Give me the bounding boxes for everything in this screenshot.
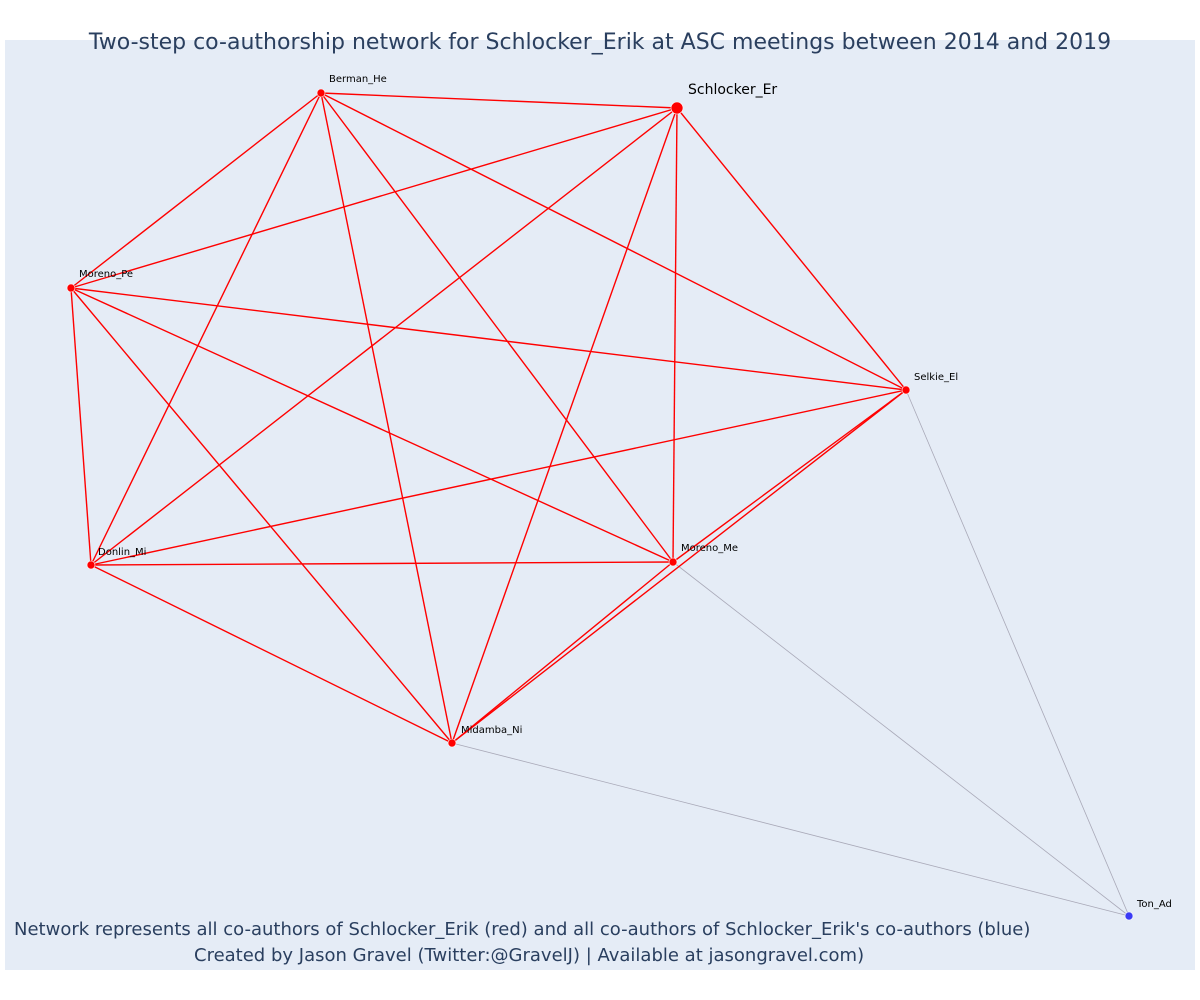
edge-Schlocker_Er-Donlin_Mi: [90, 107, 678, 566]
edge-Moreno_Pe-Selkie_El: [70, 287, 907, 391]
node-label-Selkie_El: Selkie_El: [914, 372, 958, 383]
labels-layer: Schlocker_Er Berman_He Moreno_Pe Selkie_El D…: [79, 74, 1172, 910]
plot-background: [5, 40, 1195, 970]
edge-Selkie_El-Ton_Ad: [905, 389, 1130, 917]
nodes-layer: [66, 88, 1134, 921]
edge-Berman_He-Donlin_Mi: [90, 92, 322, 566]
edges-layer: [70, 92, 1130, 917]
node-Berman_He[interactable]: [316, 88, 326, 98]
edge-Schlocker_Er-Selkie_El: [676, 107, 907, 391]
node-label-Moreno_Me: Moreno_Me: [681, 543, 738, 554]
node-Donlin_Mi[interactable]: [86, 560, 96, 570]
edge-Selkie_El-Donlin_Mi: [90, 389, 907, 566]
node-label-Berman_He: Berman_He: [329, 74, 387, 85]
edge-Schlocker_Er-Berman_He: [320, 92, 678, 109]
edge-Berman_He-Midamba_Ni: [320, 92, 453, 744]
footer-note: Network represents all co-authors of Sch…: [14, 919, 1031, 940]
node-label-Moreno_Pe: Moreno_Pe: [79, 269, 133, 280]
edge-Moreno_Pe-Moreno_Me: [70, 287, 674, 563]
footer-credit: Created by Jason Gravel (Twitter:@Gravel…: [194, 945, 865, 966]
node-Moreno_Me[interactable]: [668, 557, 678, 567]
edge-Schlocker_Er-Moreno_Pe: [70, 107, 678, 289]
edge-Midamba_Ni-Ton_Ad: [451, 742, 1130, 917]
edge-Moreno_Pe-Midamba_Ni: [70, 287, 453, 744]
edge-Berman_He-Selkie_El: [320, 92, 907, 391]
node-label-Donlin_Mi: Donlin_Mi: [98, 547, 146, 558]
node-Selkie_El[interactable]: [901, 385, 911, 395]
edge-Selkie_El-Moreno_Me: [672, 389, 907, 563]
edge-Moreno_Me-Ton_Ad: [672, 561, 1130, 917]
edge-Schlocker_Er-Midamba_Ni: [451, 107, 678, 744]
node-label-Midamba_Ni: Midamba_Ni: [461, 725, 522, 736]
node-label-Ton_Ad: Ton_Ad: [1136, 899, 1172, 910]
node-Ton_Ad[interactable]: [1124, 911, 1134, 921]
node-Midamba_Ni[interactable]: [447, 738, 457, 748]
edge-Donlin_Mi-Moreno_Me: [90, 561, 674, 566]
edge-Selkie_El-Midamba_Ni: [451, 389, 907, 744]
edge-Donlin_Mi-Midamba_Ni: [90, 564, 453, 744]
edge-Moreno_Me-Midamba_Ni: [451, 561, 674, 744]
node-Schlocker_Er[interactable]: [670, 101, 684, 115]
edge-Berman_He-Moreno_Me: [320, 92, 674, 563]
node-label-Schlocker_Er: Schlocker_Er: [688, 82, 777, 98]
chart-title: Two-step co-authorship network for Schlo…: [88, 30, 1112, 55]
edge-Berman_He-Moreno_Pe: [70, 92, 322, 289]
edge-Schlocker_Er-Moreno_Me: [672, 107, 678, 563]
node-Moreno_Pe[interactable]: [66, 283, 76, 293]
edge-Moreno_Pe-Donlin_Mi: [70, 287, 92, 566]
